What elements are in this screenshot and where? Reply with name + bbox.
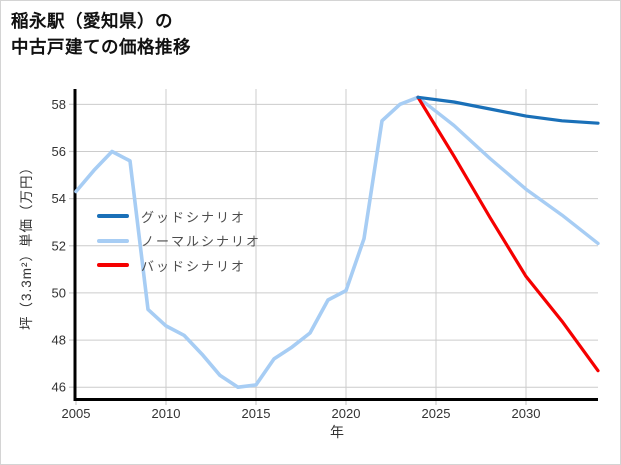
legend-swatch-normal-line	[97, 238, 129, 243]
x-tick-label: 2015	[242, 406, 271, 421]
series-normal-line	[416, 95, 600, 246]
y-tick-label: 54	[52, 191, 66, 206]
chart-title: 稲永駅（愛知県）の 中古戸建ての価格推移	[11, 8, 191, 60]
x-tick-label: 2020	[332, 406, 361, 421]
x-tick-label: 2025	[422, 406, 451, 421]
legend-item-good: グッドシナリオ	[97, 204, 261, 229]
legend: グッドシナリオ ノーマルシナリオ バッドシナリオ	[97, 204, 261, 278]
y-tick-label: 58	[52, 97, 66, 112]
y-tick-label: 56	[52, 144, 66, 159]
x-tick-label: 2030	[512, 406, 541, 421]
series-good-line	[416, 95, 600, 125]
y-axis-label: 坪（3.3m²）単価（万円）	[19, 160, 34, 331]
x-axis-label: 年	[330, 424, 344, 440]
y-tick-label: 46	[52, 380, 66, 395]
legend-label-good: グッドシナリオ	[141, 209, 247, 225]
legend-item-bad: バッドシナリオ	[97, 253, 261, 278]
y-tick-label: 52	[52, 238, 66, 253]
series-bad-line	[416, 95, 600, 373]
series-history-line	[74, 95, 420, 390]
y-tick-label: 50	[52, 285, 66, 300]
y-tick-label: 48	[52, 333, 66, 348]
legend-swatch-bad-line	[97, 263, 129, 268]
x-tick-label: 2005	[62, 406, 91, 421]
legend-label-bad: バッドシナリオ	[141, 258, 247, 274]
chart-title-line-2: 中古戸建ての価格推移	[11, 37, 191, 57]
chart-title-line-1: 稲永駅（愛知県）の	[11, 11, 173, 31]
x-tick-label: 2010	[152, 406, 181, 421]
legend-label-normal: ノーマルシナリオ	[141, 234, 262, 250]
legend-item-normal: ノーマルシナリオ	[97, 229, 261, 254]
legend-swatch-good-line	[97, 214, 129, 219]
